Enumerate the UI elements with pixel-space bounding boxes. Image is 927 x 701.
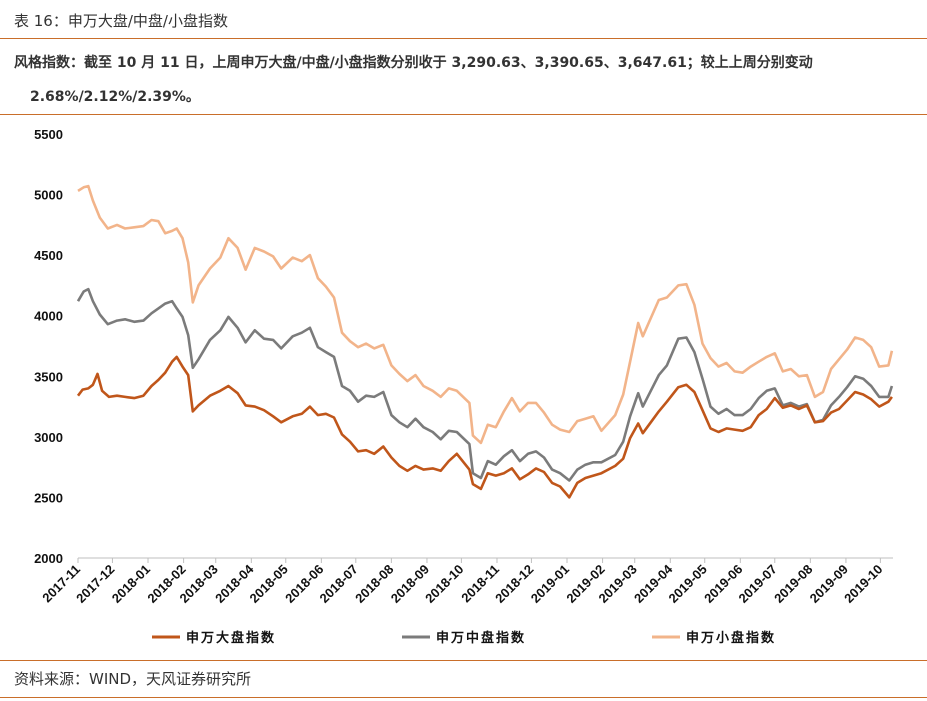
series-line-2 <box>77 184 894 445</box>
x-tick-label: 2019-08 <box>771 562 815 606</box>
commentary: 风格指数：截至 10 月 11 日，上周申万大盘/中盘/小盘指数分别收于 3,2… <box>14 46 920 114</box>
y-tick-label: 5500 <box>34 127 63 142</box>
footer-rule <box>0 660 927 661</box>
bottom-rule <box>0 697 927 698</box>
x-tick-label: 2019-07 <box>736 562 780 606</box>
legend-label-0: 申万大盘指数 <box>186 630 276 646</box>
table-title: 表 16：申万大盘/中盘/小盘指数 <box>14 12 228 30</box>
x-tick-label: 2018-01 <box>109 562 153 606</box>
y-tick-label: 3500 <box>34 369 63 384</box>
commentary-rule <box>0 114 927 115</box>
x-tick-label: 2019-01 <box>528 562 572 606</box>
y-tick-label: 5000 <box>34 188 63 203</box>
x-axis: 2017-112017-122018-012018-022018-032018-… <box>39 557 893 606</box>
y-tick-label: 2500 <box>34 490 63 505</box>
series-line-0 <box>76 355 893 499</box>
legend: 申万大盘指数 申万中盘指数 申万小盘指数 <box>152 630 776 646</box>
x-tick-label: 2018-08 <box>352 562 396 606</box>
x-tick-label: 2018-07 <box>317 562 361 606</box>
x-tick-label: 2017-12 <box>73 562 117 606</box>
commentary-line-2: 2.68%/2.12%/2.39%。 <box>30 89 200 105</box>
source-note: 资料来源：WIND，天风证券研究所 <box>14 670 252 688</box>
y-tick-label: 3000 <box>34 430 63 445</box>
x-tick-label: 2019-10 <box>841 562 885 606</box>
series-line-1 <box>76 287 894 482</box>
header-rule <box>0 38 927 39</box>
commentary-line-1: 风格指数：截至 10 月 11 日，上周申万大盘/中盘/小盘指数分别收于 3,2… <box>14 55 813 71</box>
x-tick-label: 2018-12 <box>492 562 536 606</box>
y-tick-label: 4000 <box>34 309 63 324</box>
x-tick-label: 2019-05 <box>666 562 710 606</box>
x-tick-label: 2018-05 <box>247 562 291 606</box>
legend-label-2: 申万小盘指数 <box>686 630 776 646</box>
y-axis: 2000 2500 3000 3500 4000 4500 5000 5500 <box>34 127 63 566</box>
y-tick-label: 4500 <box>34 248 63 263</box>
legend-label-1: 申万中盘指数 <box>436 630 526 646</box>
x-tick-label: 2018-10 <box>422 562 466 606</box>
series-layer <box>76 184 894 499</box>
y-tick-label: 2000 <box>34 551 63 566</box>
